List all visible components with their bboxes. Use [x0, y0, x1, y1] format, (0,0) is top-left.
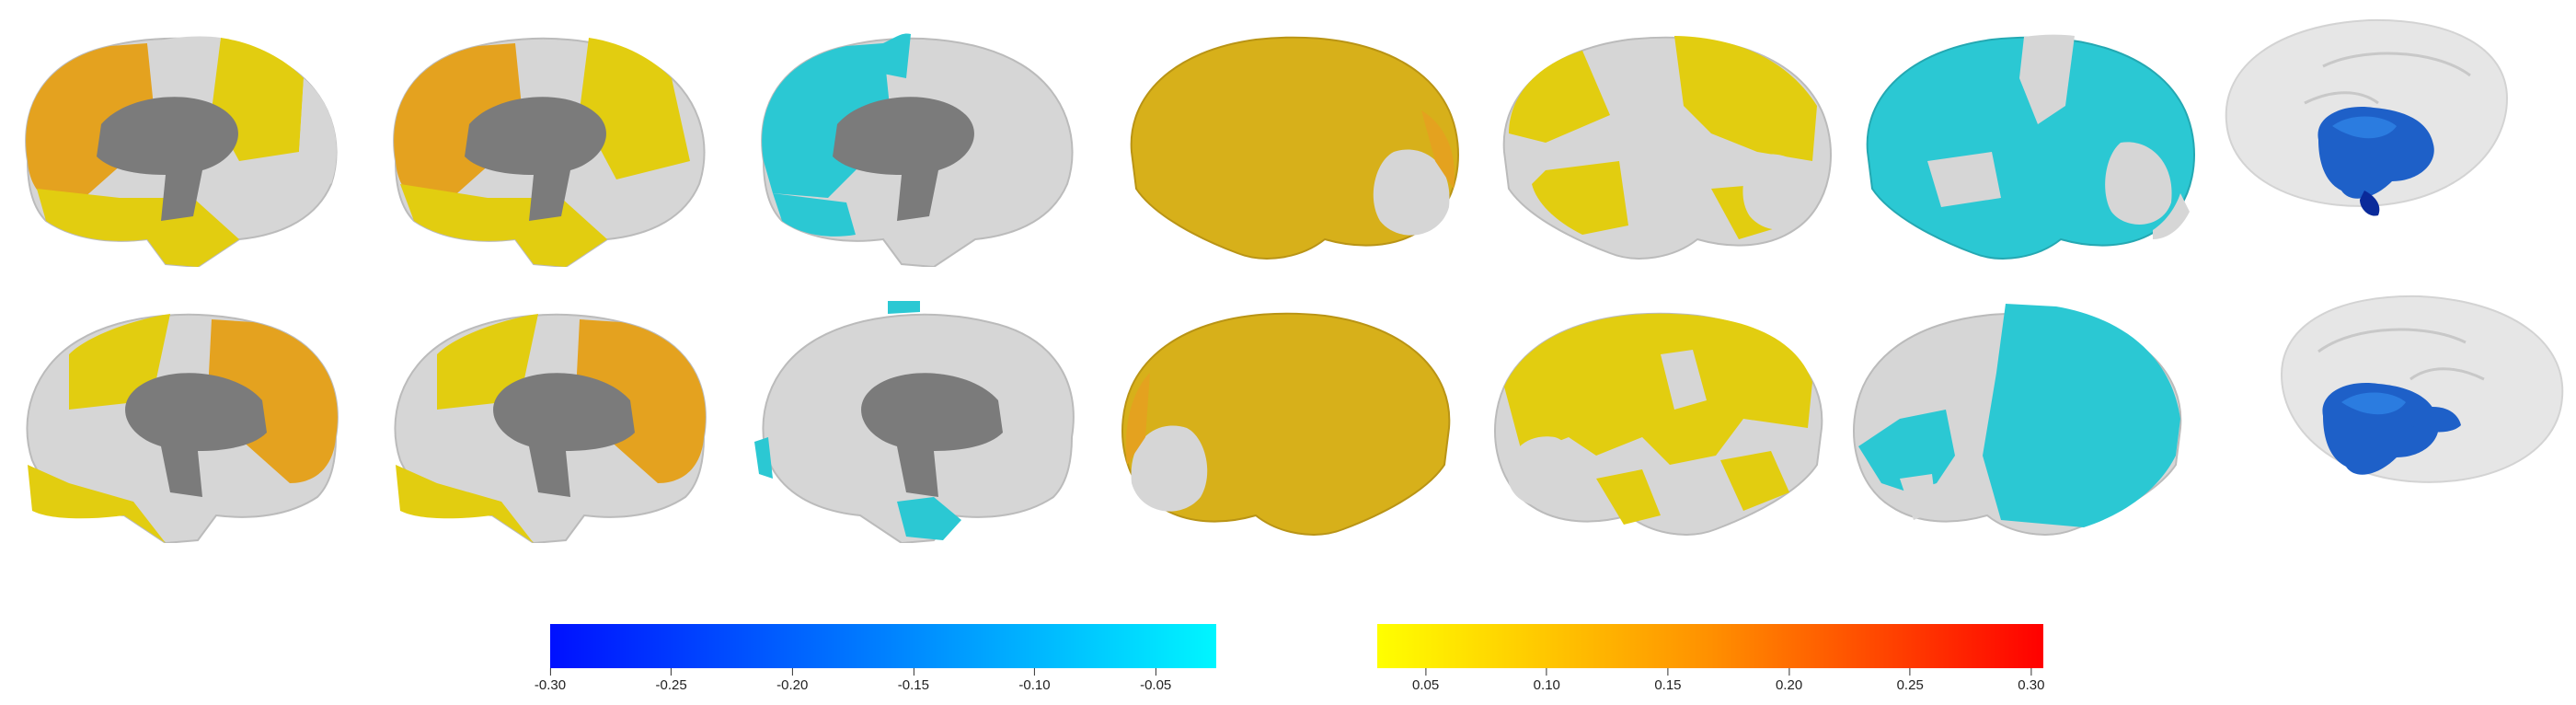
colorbar-positive-tick-label: 0.20: [1775, 677, 1803, 693]
brain-row2-medial-1: [14, 299, 354, 543]
colorbar-negative-tick-0: -0.30: [535, 668, 566, 693]
colorbar-positive-tick-4: 0.25: [1897, 668, 1924, 693]
colorbar-positive-ticks: 0.05 0.10 0.15 0.20 0.25 0.30: [1377, 668, 2044, 696]
colorbar-negative-tick-1: -0.25: [656, 668, 687, 693]
brain-row2-medial-3: [750, 299, 1090, 543]
colorbar-negative-tick-label: -0.10: [1018, 677, 1051, 693]
colorbar-negative-tick-label: -0.20: [776, 677, 809, 693]
colorbar-positive-tick-label: 0.05: [1412, 677, 1440, 693]
colorbar-positive-tick-label: 0.30: [2018, 677, 2045, 693]
colorbar-negative-tick-mark: [913, 668, 914, 676]
colorbar-negative-ticks: -0.30 -0.25 -0.20 -0.15 -0.10 -0.05: [535, 668, 1216, 696]
colorbar-negative-tick-label: -0.30: [534, 677, 567, 693]
colorbar-positive-tick-mark: [1788, 668, 1790, 676]
brain-row1-medial-3: [745, 23, 1086, 267]
colorbar-positive-tick-3: 0.20: [1776, 668, 1802, 693]
colorbar-positive-tick-label: 0.15: [1654, 677, 1682, 693]
colorbar-negative-tick-mark: [1034, 668, 1036, 676]
colorbar-positive-tick-5: 0.30: [2018, 668, 2044, 693]
brain-panel-grid: [9, 11, 2576, 543]
colorbar-positive-tick-0: 0.05: [1412, 668, 1439, 693]
colorbar-negative-tick-mark: [791, 668, 793, 676]
colorbar-positive-tick-label: 0.10: [1533, 677, 1560, 693]
brain-row1-lateral-1: [1118, 23, 1467, 267]
colorbar-positive-tick-label: 0.25: [1896, 677, 1924, 693]
brain-row1-medial-2: [377, 23, 718, 267]
colorbar-positive: [1377, 624, 2043, 668]
colorbar-negative-tick-label: -0.25: [655, 677, 687, 693]
colorbar-negative-tick-mark: [549, 668, 551, 676]
brain-row2-medial-2: [382, 299, 722, 543]
colorbar-negative-tick-4: -0.10: [1018, 668, 1051, 693]
brain-row2-subcortical: [2272, 287, 2576, 517]
colorbar-positive-tick-mark: [1425, 668, 1427, 676]
colorbar-positive-tick-mark: [2030, 668, 2032, 676]
brain-row1-lateral-2: [1490, 23, 1840, 267]
brain-row1-lateral-3: [1854, 23, 2203, 267]
colorbar-positive-tick-mark: [1667, 668, 1669, 676]
brain-row1-subcortical: [2213, 11, 2516, 241]
colorbar-positive-tick-1: 0.10: [1534, 668, 1560, 693]
colorbar-negative-tick-mark: [671, 668, 673, 676]
brain-row1-medial-1: [9, 23, 350, 267]
brain-row2-lateral-3: [1845, 299, 2194, 543]
colorbar-positive-tick-mark: [1909, 668, 1911, 676]
colorbar-negative-tick-5: -0.05: [1140, 668, 1171, 693]
brain-row2-lateral-1: [1113, 299, 1463, 543]
colorbar-negative-tick-label: -0.15: [897, 677, 930, 693]
colorbar-negative-tick-label: -0.05: [1140, 677, 1172, 693]
colorbar-positive-tick-2: 0.15: [1654, 668, 1682, 693]
colorbar-negative-tick-3: -0.15: [898, 668, 929, 693]
brain-row2-lateral-2: [1486, 299, 1835, 543]
colorbar-negative-tick-2: -0.20: [776, 668, 808, 693]
colorbar-negative: [550, 624, 1216, 668]
